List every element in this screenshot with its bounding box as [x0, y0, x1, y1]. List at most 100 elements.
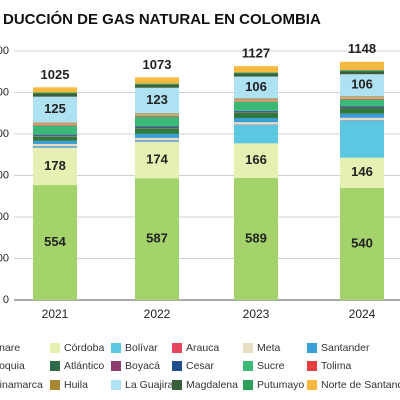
bar-segment	[234, 73, 278, 77]
bar-segment	[33, 134, 77, 136]
bar-segment	[33, 125, 77, 135]
bar-segment	[234, 122, 278, 125]
legend-swatch	[172, 380, 182, 390]
bar-segment	[234, 72, 278, 74]
bar-segment	[33, 122, 77, 124]
bar-segment	[33, 123, 77, 126]
legend-label: ndinamarca	[0, 379, 43, 391]
bar-segment	[33, 125, 77, 126]
data-label: 125	[44, 101, 66, 116]
legend-label: La Guajira	[125, 379, 174, 391]
bar-segment	[33, 146, 77, 149]
legend-swatch	[307, 361, 317, 371]
y-tick-label: 1200	[0, 45, 9, 57]
bar-segment	[234, 143, 278, 178]
bar-segment	[234, 112, 278, 119]
legend-swatch	[307, 343, 317, 353]
bar-segment	[135, 178, 179, 300]
bar-segment	[33, 136, 77, 141]
data-label: 178	[44, 158, 66, 173]
y-tick-label: 1000	[0, 86, 9, 98]
bar-segment	[340, 61, 384, 71]
total-label: 1127	[242, 46, 270, 61]
y-tick-label: 200	[0, 252, 9, 264]
bar-segment	[234, 177, 278, 300]
legend-label: ntioquia	[0, 360, 25, 372]
bar-segment	[33, 143, 77, 147]
legend-label: Norte de Santander	[321, 379, 400, 391]
bar-segment	[135, 128, 179, 134]
bar-segment	[340, 96, 384, 98]
total-label: 1025	[41, 67, 70, 82]
bar-segment	[135, 137, 179, 141]
legend-swatch	[307, 380, 317, 390]
bar-segment	[33, 87, 77, 93]
data-label: 554	[44, 234, 66, 249]
bar-segment	[340, 113, 384, 118]
legend-label: Arauca	[186, 342, 219, 354]
bar-segment	[234, 101, 278, 102]
bar-segment	[234, 66, 278, 73]
legend-label: sanare	[0, 342, 20, 354]
data-label: 106	[351, 77, 373, 92]
bar-segment	[135, 113, 179, 115]
bar-segment	[234, 110, 278, 112]
x-tick-label: 2021	[42, 307, 69, 321]
bar-segment	[340, 107, 384, 109]
bar-segment	[135, 140, 179, 143]
legend-swatch	[243, 343, 253, 353]
x-tick-label: 2022	[144, 307, 171, 321]
data-label: 587	[146, 231, 168, 246]
bar-segment	[135, 77, 179, 84]
bar-segment	[234, 124, 278, 144]
legend-swatch	[172, 361, 182, 371]
legend-label: Bolívar	[125, 342, 158, 354]
y-tick-label: 0	[3, 294, 9, 306]
legend-swatch	[111, 343, 121, 353]
bar-segment	[340, 157, 384, 188]
bar-segment	[340, 99, 384, 107]
legend-swatch	[50, 380, 60, 390]
legend-swatch	[50, 361, 60, 371]
bar-segment	[33, 92, 77, 94]
bar-segment	[340, 74, 384, 97]
bar-segment	[33, 96, 77, 123]
legend-swatch	[172, 343, 182, 353]
bar-segment	[234, 118, 278, 123]
bar-segment	[135, 126, 179, 128]
chart-title: DUCCIÓN DE GAS NATURAL EN COLOMBIA	[3, 10, 321, 28]
bar-segment	[33, 185, 77, 300]
bar-segment	[135, 142, 179, 179]
legend-label: Atlántico	[64, 360, 104, 372]
bar-segment	[340, 97, 384, 99]
bar-segment	[135, 114, 179, 116]
data-label: 589	[245, 230, 267, 245]
bar-segment	[135, 127, 179, 129]
total-label: 1073	[143, 57, 172, 72]
bar-segment	[234, 76, 278, 99]
x-tick-label: 2023	[243, 307, 270, 321]
legend-label: Santander	[321, 342, 370, 354]
data-label: 146	[351, 164, 373, 179]
x-tick-label: 2024	[349, 307, 376, 321]
legend-label: Tolima	[321, 360, 352, 372]
legend-label: Huila	[64, 379, 88, 391]
bar-segment	[33, 140, 77, 144]
bar-segment	[234, 101, 278, 111]
bar-segment	[135, 87, 179, 114]
legend-label: Magdalena	[186, 379, 238, 391]
legend-swatch	[243, 380, 253, 390]
bar-segment	[340, 70, 384, 72]
bar-segment	[135, 84, 179, 88]
bar-segment	[234, 99, 278, 102]
legend-swatch	[111, 361, 121, 371]
data-label: 540	[351, 235, 373, 250]
bar-segment	[340, 108, 384, 114]
data-label: 174	[146, 152, 168, 167]
bar-segment	[340, 106, 384, 108]
bar-segment	[340, 71, 384, 75]
legend-label: Boyacá	[125, 360, 160, 372]
bar-segment	[135, 115, 179, 117]
bar-segment	[340, 187, 384, 300]
